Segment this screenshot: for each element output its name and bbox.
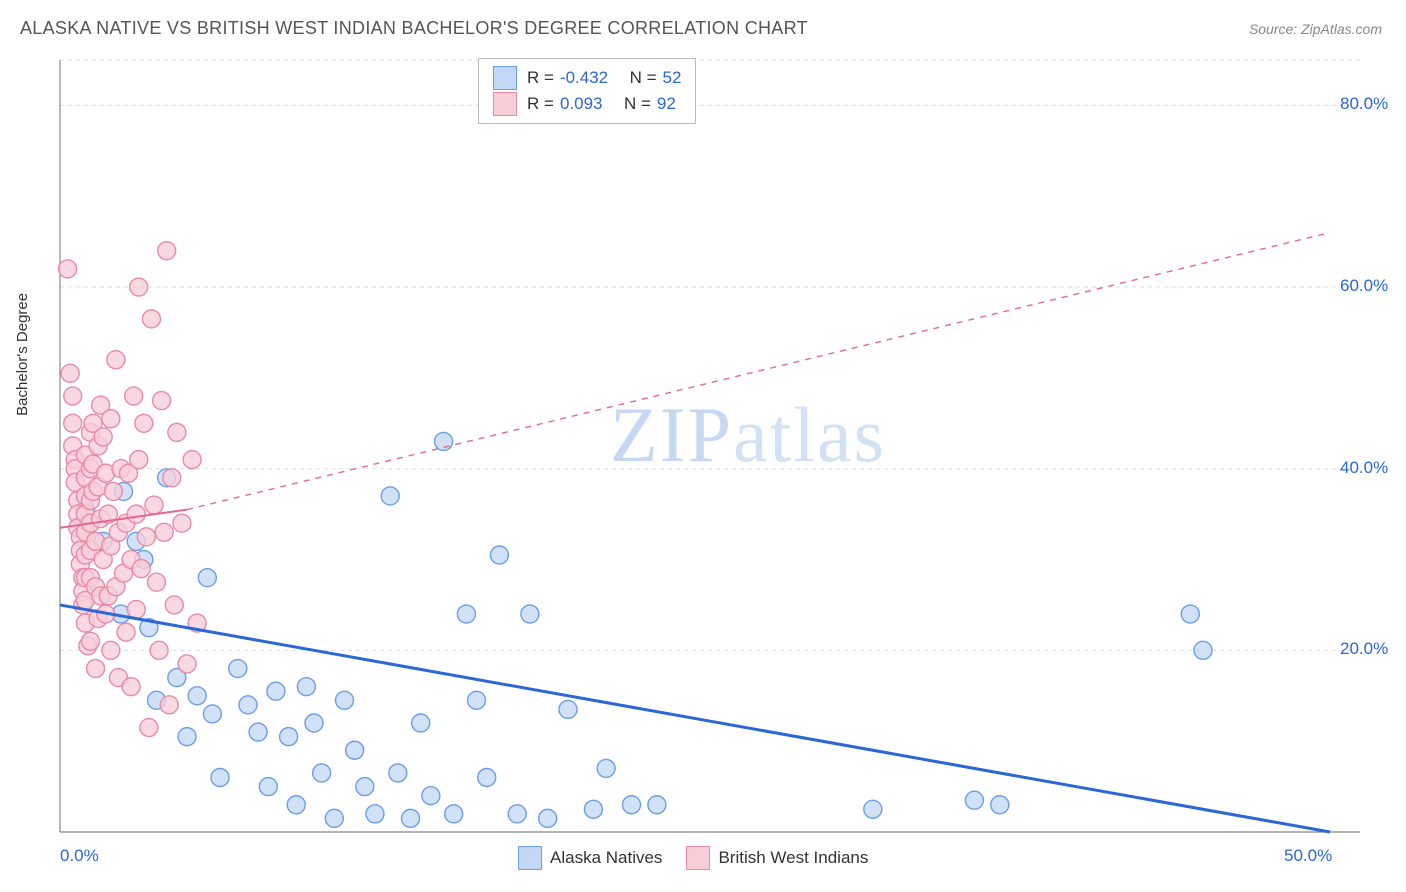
legend-series-item: British West Indians (686, 846, 868, 870)
x-tick-label: 0.0% (60, 846, 99, 866)
legend-stat-row: R = 0.093 N =92 (493, 91, 681, 117)
y-tick-label: 40.0% (1340, 458, 1388, 478)
scatter-chart (20, 50, 1386, 880)
legend-series: Alaska Natives British West Indians (518, 846, 868, 870)
chart-area: Bachelor's Degree ZIPatlas R =-0.432 N =… (20, 50, 1386, 880)
y-tick-label: 80.0% (1340, 94, 1388, 114)
legend-series-item: Alaska Natives (518, 846, 662, 870)
chart-source: Source: ZipAtlas.com (1249, 21, 1382, 37)
legend-stat-row: R =-0.432 N =52 (493, 65, 681, 91)
x-tick-label: 50.0% (1284, 846, 1332, 866)
legend-stats: R =-0.432 N =52R = 0.093 N =92 (478, 58, 696, 124)
y-tick-label: 60.0% (1340, 276, 1388, 296)
chart-title: ALASKA NATIVE VS BRITISH WEST INDIAN BAC… (20, 18, 808, 39)
y-tick-label: 20.0% (1340, 639, 1388, 659)
